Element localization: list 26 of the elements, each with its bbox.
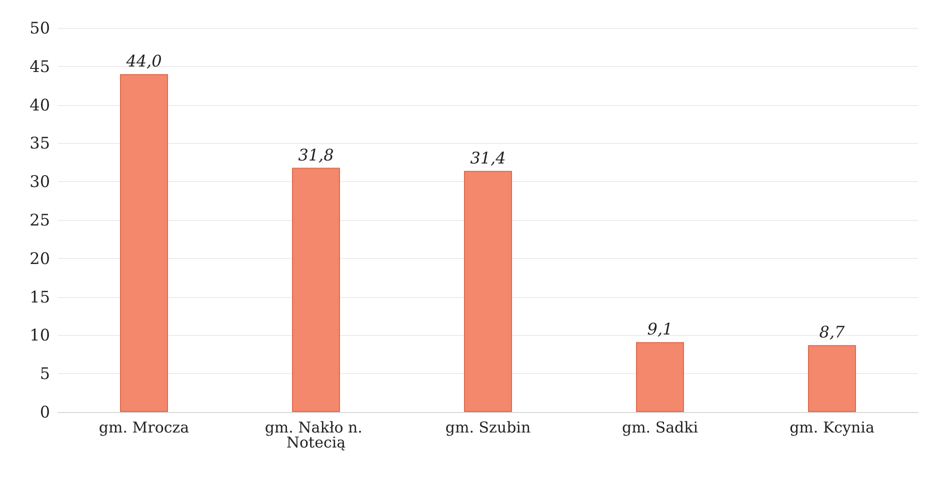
data-label: 9,1 (647, 320, 673, 339)
y-tick-label: 30 (30, 172, 50, 192)
y-tick-label: 35 (30, 134, 50, 153)
y-tick-label: 15 (30, 287, 50, 306)
bar (808, 345, 856, 412)
bar (464, 170, 512, 412)
y-tick-label: 50 (30, 18, 50, 38)
x-tick-label: gm. Nakło n. Notecią (264, 418, 368, 452)
bar (292, 168, 340, 412)
x-tick-label: gm. Sadki (622, 418, 698, 436)
x-tick-label: gm. Kcynia (790, 418, 874, 436)
x-tick-label: gm. Szubin (445, 418, 531, 436)
data-label: 31,4 (470, 148, 506, 168)
y-tick-label: 10 (30, 326, 50, 345)
y-tick-label: 0 (40, 402, 50, 422)
data-label: 44,0 (125, 52, 162, 71)
y-tick-label: 45 (30, 56, 50, 76)
data-label: 8,7 (819, 322, 846, 342)
y-tick-label: 25 (30, 210, 50, 230)
y-tick-label: 5 (40, 364, 50, 384)
y-tick-label: 40 (30, 95, 50, 114)
bar (120, 74, 168, 412)
data-label: 31,8 (298, 145, 334, 164)
x-tick-label: gm. Mrocza (98, 418, 190, 436)
y-tick-label: 20 (30, 248, 50, 268)
bar (636, 342, 684, 412)
